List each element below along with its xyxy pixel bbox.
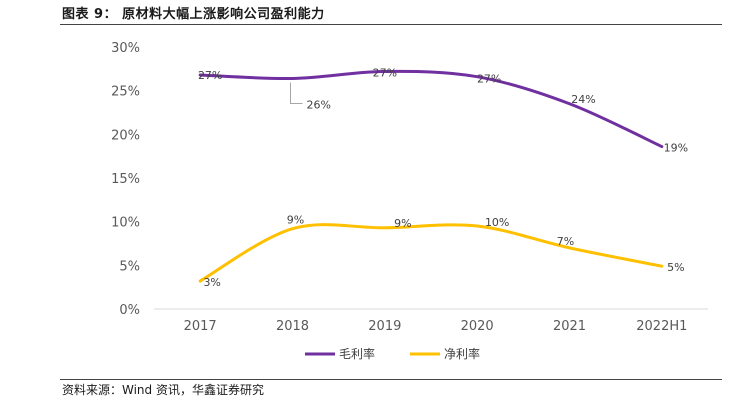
y-axis: 0% 5% 10% 15% 20% 25% 30%: [111, 41, 140, 318]
data-labels: 27% 26% 27% 27% 24% 19% 3% 9% 9% 10% 7% 5%: [198, 66, 688, 289]
net-margin-line: [198, 223, 664, 283]
gross-margin-data-label: 27%: [198, 69, 222, 82]
y-tick-label: 10%: [111, 216, 140, 231]
net-margin-legend-label: 净利率: [444, 346, 480, 361]
figure-title: 图表 9： 原材料大幅上涨影响公司盈利能力: [62, 7, 325, 22]
gross-margin-data-label: 26%: [307, 98, 331, 111]
gross-margin-data-label: 19%: [664, 142, 688, 155]
title-rule: [60, 24, 722, 25]
x-tick-label: 2019: [368, 319, 401, 334]
net-margin-data-label: 9%: [394, 217, 411, 230]
x-tick-label: 2022H1: [636, 319, 687, 334]
y-tick-label: 15%: [111, 172, 140, 187]
gross-margin-data-label: 27%: [373, 66, 397, 79]
net-margin-data-label: 3%: [203, 276, 220, 289]
gross-margin-data-label: 27%: [477, 73, 501, 86]
x-axis: 2017 2018 2019 2020 2021 2022H1: [184, 319, 688, 334]
net-margin-data-label: 7%: [557, 235, 574, 248]
y-tick-label: 30%: [111, 41, 140, 56]
gross-margin-legend-label: 毛利率: [339, 346, 375, 361]
figure-source: 资料来源：Wind 资讯，华鑫证券研究: [62, 383, 264, 397]
x-tick-label: 2021: [553, 319, 586, 334]
x-tick-label: 2018: [276, 319, 309, 334]
y-tick-label: 25%: [111, 85, 140, 100]
y-tick-label: 20%: [111, 128, 140, 143]
net-margin-data-label: 5%: [667, 261, 684, 274]
x-tick-label: 2017: [184, 319, 217, 334]
y-tick-label: 5%: [119, 259, 140, 274]
gross-margin-data-label: 24%: [571, 93, 595, 106]
net-margin-data-label: 10%: [485, 216, 509, 229]
legend: 毛利率 净利率: [305, 346, 480, 361]
data-label-leader: [290, 82, 303, 104]
gross-margin-line: [198, 69, 664, 149]
y-tick-label: 0%: [119, 303, 140, 318]
x-tick-label: 2020: [461, 319, 494, 334]
source-rule: [60, 379, 722, 380]
series-layer: [198, 69, 664, 283]
net-margin-data-label: 9%: [287, 214, 304, 227]
